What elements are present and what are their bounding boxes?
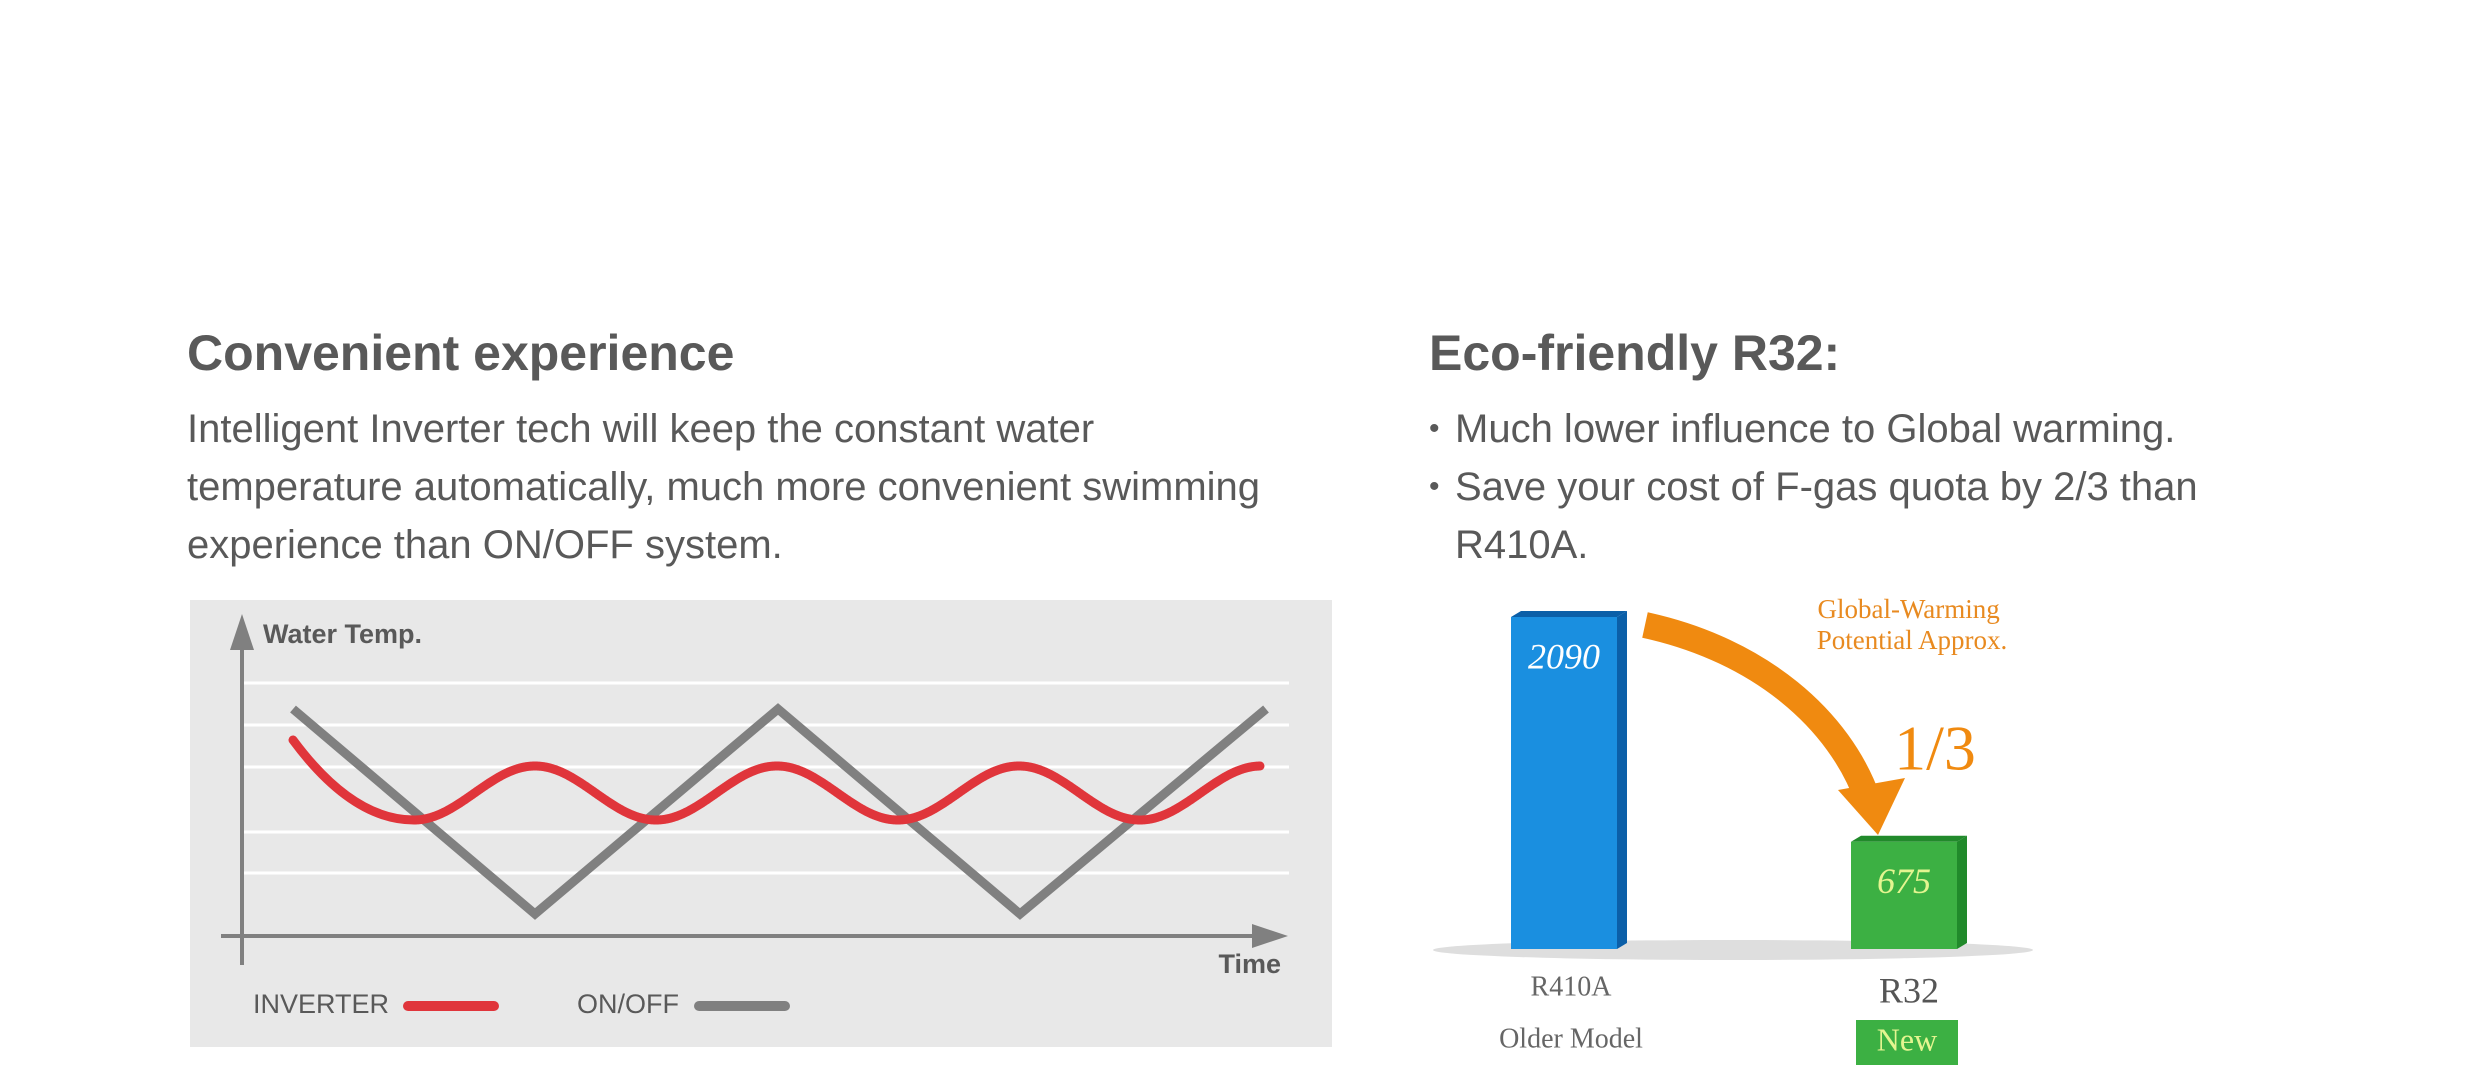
left-body: Intelligent Inverter tech will keep the … xyxy=(187,407,1261,567)
new-badge xyxy=(1856,1020,1958,1065)
ratio: 1/3 xyxy=(1894,713,1976,784)
category-label: R410A xyxy=(1531,971,1613,1002)
bullet: Save your cost of F-gas quota by 2/3 tha… xyxy=(1429,458,2295,574)
value-label: 2090 xyxy=(1528,636,1600,676)
legend-label: ON/OFF xyxy=(577,989,679,1019)
sublabel: Older Model xyxy=(1499,1023,1643,1054)
y-label: Water Temp. xyxy=(263,619,422,649)
left-title: Convenient experience xyxy=(187,325,735,381)
annotation: Global-Warming Potential Approx. xyxy=(1817,594,2008,655)
bar-top xyxy=(1511,611,1627,617)
y-arrow xyxy=(230,614,254,650)
bar xyxy=(1851,841,1957,949)
bullets: Much lower influence to Global warming. … xyxy=(1429,400,2295,574)
bar xyxy=(1511,617,1617,949)
bullet: Much lower influence to Global warming. xyxy=(1429,400,2295,458)
legend-label: INVERTER xyxy=(253,989,389,1019)
bar-side xyxy=(1957,835,1967,949)
category-label: R32 xyxy=(1879,970,1939,1010)
bar-top xyxy=(1851,835,1967,842)
annotation-line: Potential Approx. xyxy=(1817,625,2008,655)
x-arrow xyxy=(1252,924,1288,948)
right-title: Eco-friendly R32: xyxy=(1429,325,1841,381)
bar-side xyxy=(1617,611,1627,949)
arrow xyxy=(1642,612,1881,805)
value-label: 675 xyxy=(1877,861,1931,901)
arrow-head xyxy=(1838,778,1905,835)
sublabel: New xyxy=(1877,1021,1937,1057)
onoff-curve xyxy=(290,703,1269,920)
x-label: Time xyxy=(1218,949,1281,979)
diagram-background xyxy=(190,600,1332,1047)
inverter-curve xyxy=(288,735,1265,825)
annotation-line: Global-Warming xyxy=(1817,594,1999,624)
